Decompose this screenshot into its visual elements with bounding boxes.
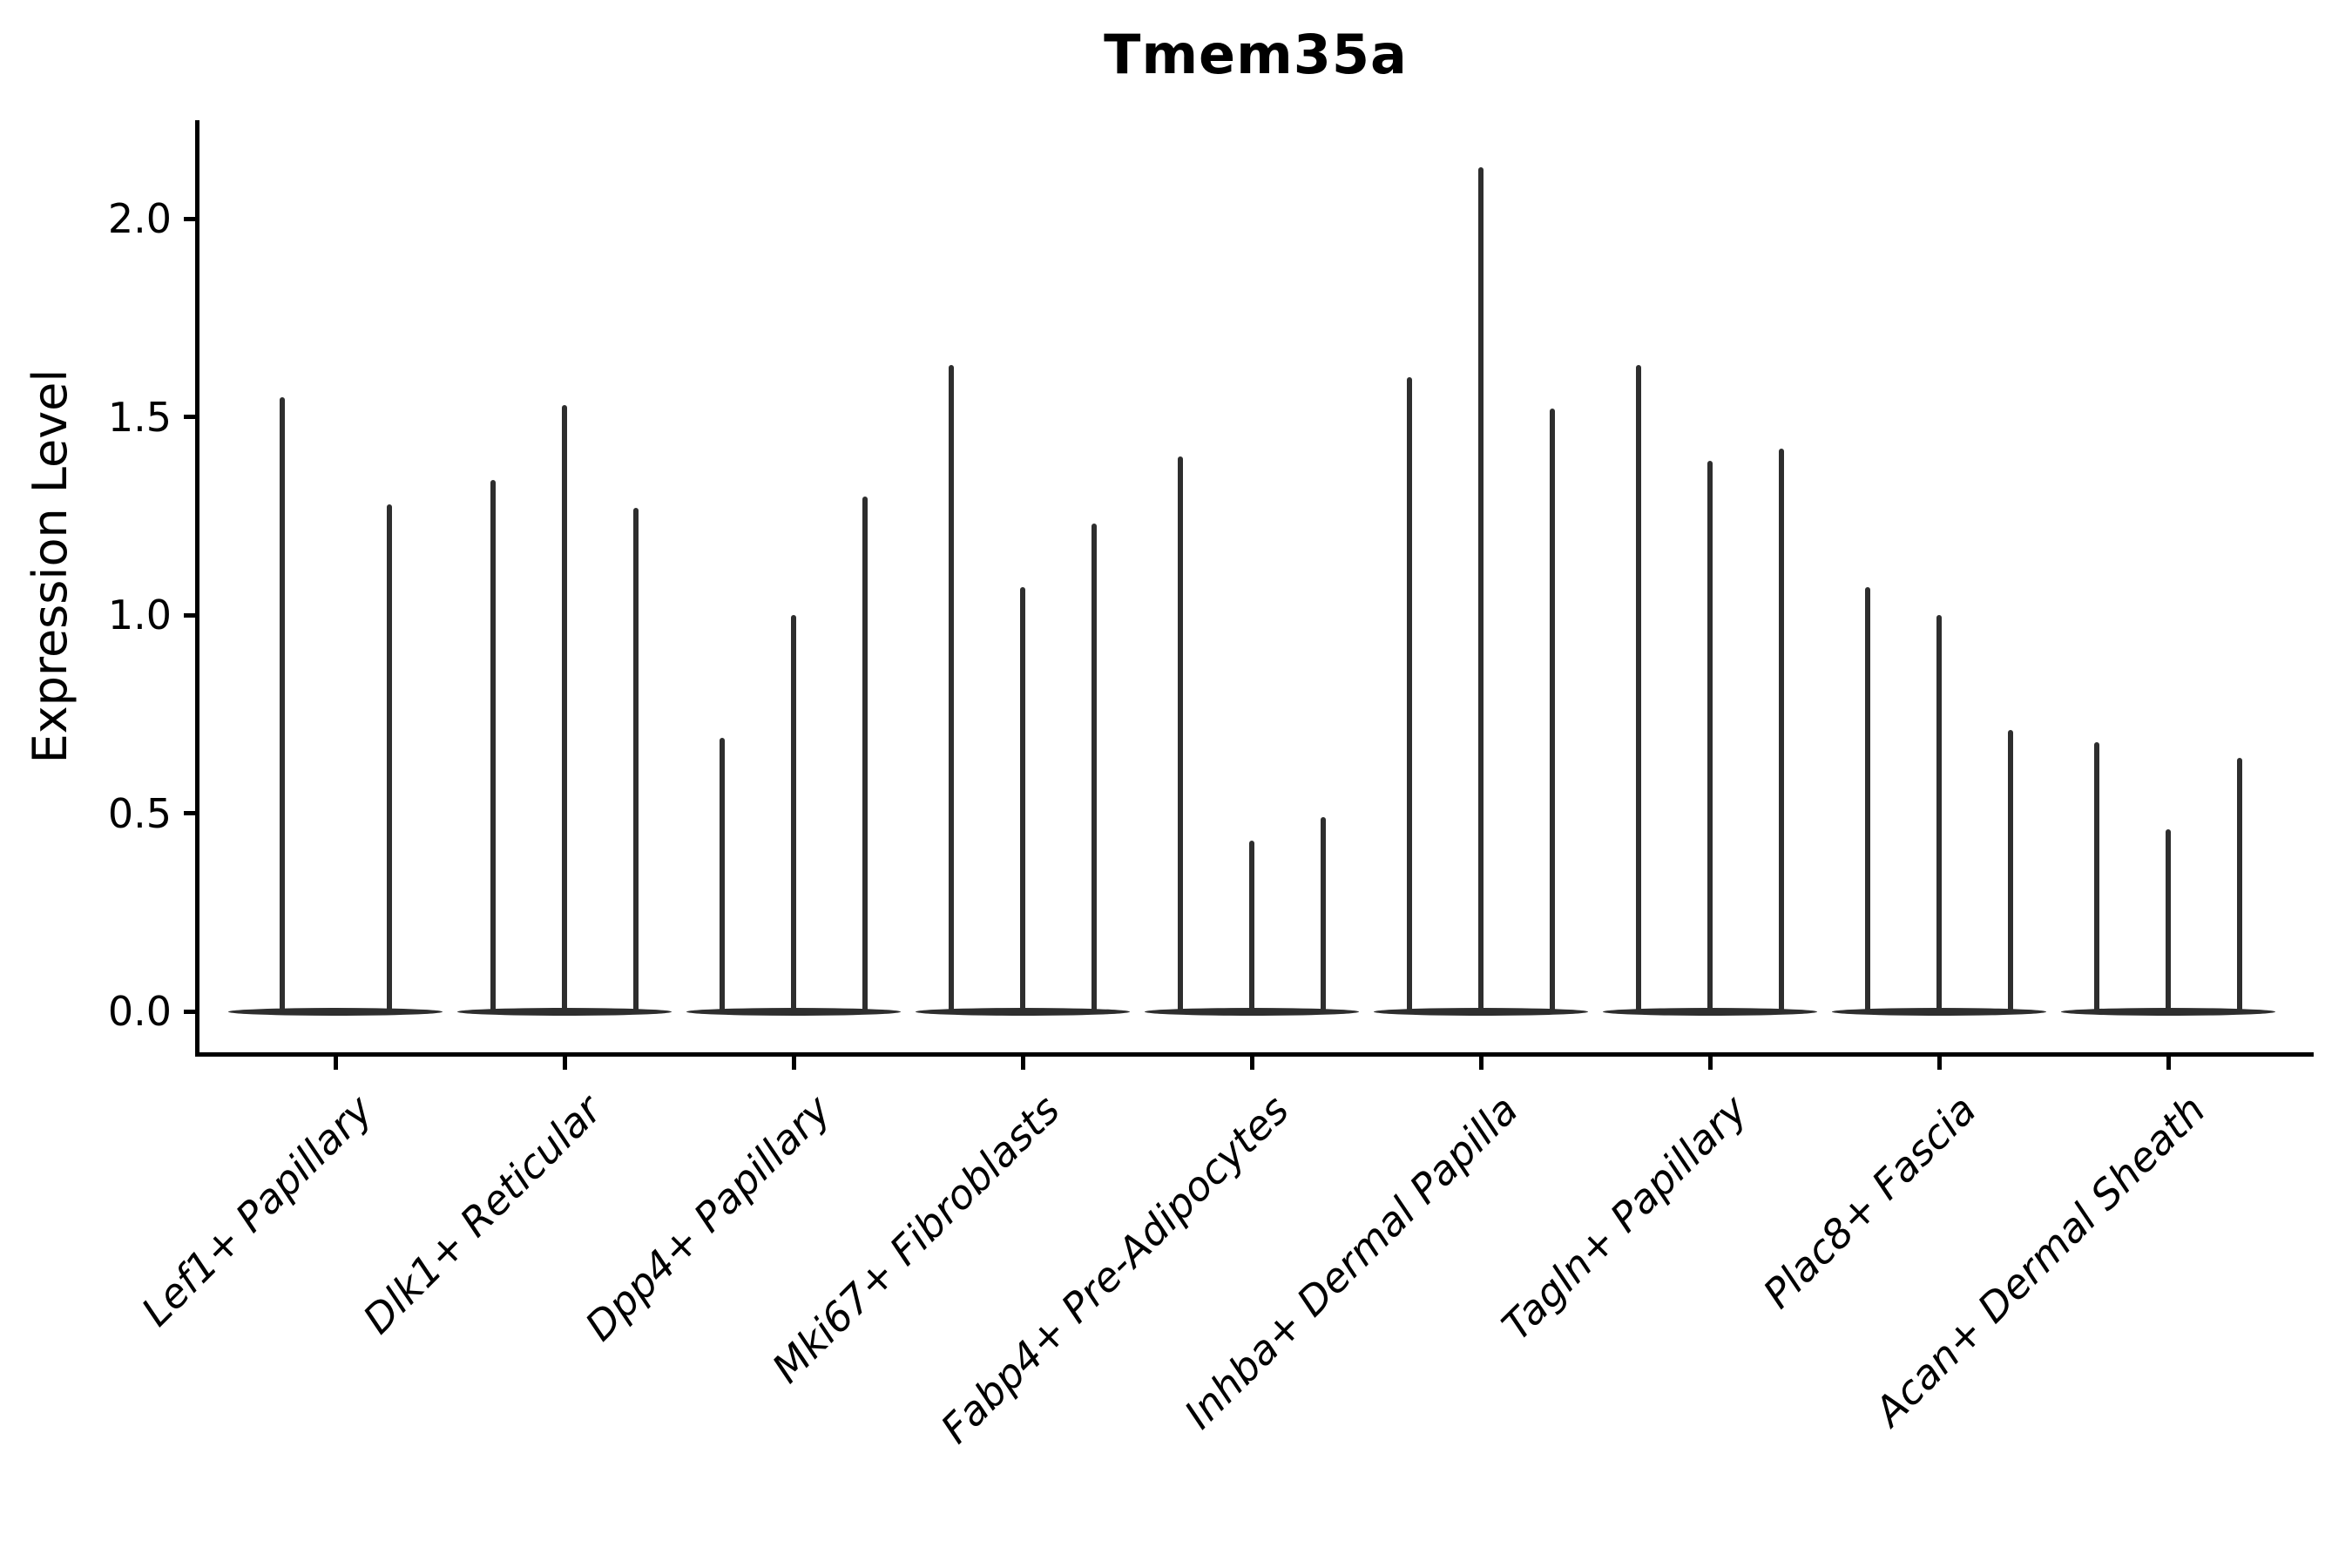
violin-spike [1707, 460, 1713, 1014]
x-axis-spine [195, 1052, 2314, 1057]
x-tick-label: Acan+ Dermal Sheath [1865, 1085, 2214, 1436]
x-tick-label: Fabp4+ Pre-Adipocytes [931, 1085, 1298, 1453]
x-tick [791, 1056, 796, 1070]
x-tick [1249, 1056, 1254, 1070]
violin-spike [1478, 166, 1484, 1014]
violin-spike [1407, 377, 1412, 1014]
y-tick-label: 2.0 [107, 195, 172, 242]
violin-spike [2008, 729, 2013, 1014]
y-tick-label: 1.0 [107, 591, 172, 639]
y-tick [184, 811, 198, 815]
violin-spike [1865, 587, 1870, 1014]
y-tick [184, 216, 198, 221]
violin-spike [862, 496, 868, 1014]
y-tick-label: 0.5 [107, 789, 172, 837]
violin-spike [1178, 456, 1183, 1014]
x-tick [1707, 1056, 1713, 1070]
x-tick-label: Inhba+ Dermal Papilla [1175, 1085, 1527, 1438]
violin-spike [1636, 365, 1641, 1014]
violin-spike [490, 480, 496, 1014]
violin-spike [562, 404, 567, 1014]
y-tick [184, 415, 198, 419]
y-tick-label: 0.0 [107, 988, 172, 1035]
violin-spike [1321, 817, 1326, 1014]
x-tick-label: Tagln+ Papillary [1492, 1085, 1756, 1350]
violin-base [228, 1007, 443, 1016]
x-tick-label: Dlk1+ Reticular [354, 1085, 611, 1343]
violin-spike [2094, 741, 2099, 1014]
violin-spike [1249, 841, 1254, 1014]
x-tick-label: Dpp4+ Papillary [576, 1085, 840, 1350]
violin-spike [2237, 757, 2242, 1014]
violin-spike [386, 504, 392, 1014]
violin-spike [720, 738, 725, 1014]
x-tick [1936, 1056, 1942, 1070]
x-tick-label: Mki67+ Fibroblasts [762, 1085, 1069, 1392]
x-tick [562, 1056, 567, 1070]
violin-spike [1092, 524, 1097, 1014]
violin-spike [1779, 448, 1784, 1014]
x-tick [1478, 1056, 1484, 1070]
x-tick [2166, 1056, 2171, 1070]
plot-title: Tmem35a [1104, 23, 1408, 86]
x-tick [1020, 1056, 1025, 1070]
violin-spike [279, 396, 285, 1014]
violin-spike [2166, 828, 2171, 1014]
violin-spike [633, 508, 639, 1014]
violin-spike [791, 615, 796, 1014]
y-tick-label: 1.5 [107, 393, 172, 441]
y-axis-spine [195, 120, 199, 1057]
y-tick [184, 612, 198, 618]
violin-spike [949, 365, 954, 1014]
x-tick-label: Plac8+ Fascia [1754, 1085, 1985, 1318]
violin-spike [1550, 409, 1555, 1014]
violin-spike [1936, 615, 1942, 1014]
violin-spike [1020, 587, 1025, 1014]
x-tick [333, 1056, 338, 1070]
y-tick [184, 1009, 198, 1014]
